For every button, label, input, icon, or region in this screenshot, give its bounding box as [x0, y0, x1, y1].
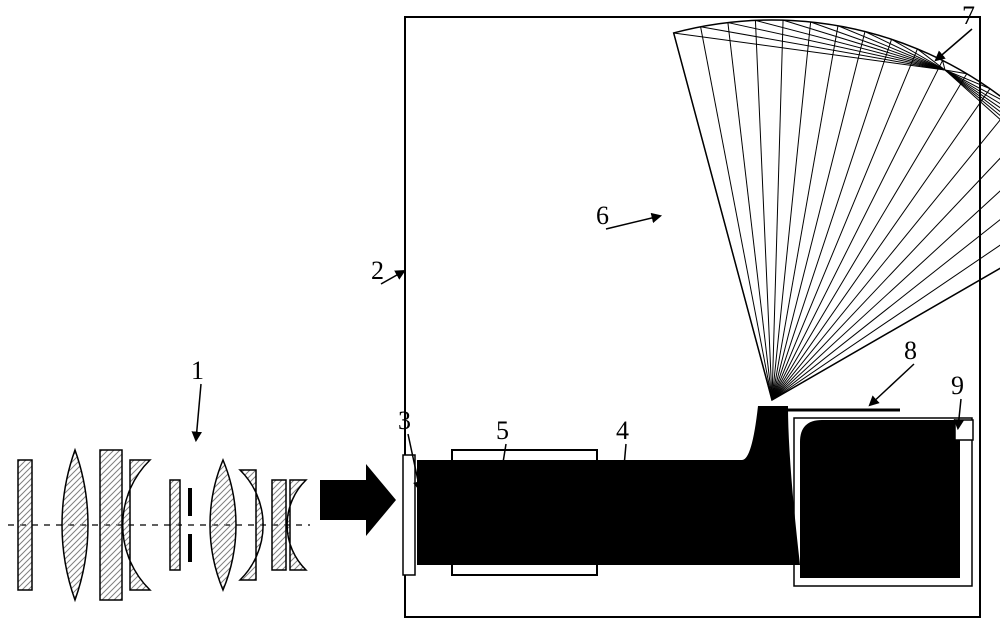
aperture-top	[188, 488, 192, 516]
callout-arrow-7	[936, 29, 972, 60]
callout-arrow-8	[870, 364, 914, 405]
fan-ray-out	[783, 20, 945, 70]
fan-ray	[772, 32, 865, 400]
fan-ray-out	[838, 26, 945, 70]
optic-element	[272, 480, 286, 570]
callout-arrow-2	[381, 271, 404, 284]
callout-label-2: 2	[371, 256, 384, 286]
fan-ray	[772, 143, 1000, 400]
diagram-canvas	[0, 0, 1000, 637]
beam-lower	[417, 406, 800, 565]
optic-element	[18, 460, 32, 590]
callout-arrow-6	[606, 216, 660, 229]
fan-ray	[772, 89, 990, 400]
callout-label-1: 1	[191, 356, 204, 386]
fan-ray	[772, 164, 1000, 400]
fan-ray-out	[811, 22, 945, 70]
port-9	[955, 420, 973, 440]
entry-port	[403, 455, 415, 575]
callout-arrow-1	[196, 384, 201, 440]
trap-block	[800, 420, 960, 578]
callout-label-8: 8	[904, 336, 917, 366]
callout-label-9: 9	[951, 371, 964, 401]
callout-label-3: 3	[398, 406, 411, 436]
fan-ray	[772, 49, 917, 400]
flow-arrow	[320, 464, 396, 536]
callout-label-4: 4	[616, 416, 629, 446]
fan-ray	[674, 33, 772, 400]
optic-element	[170, 480, 180, 570]
callout-label-7: 7	[962, 1, 975, 31]
callout-label-5: 5	[496, 416, 509, 446]
callout-label-6: 6	[596, 201, 609, 231]
aperture-bottom	[188, 534, 192, 562]
fan-ray	[701, 27, 772, 400]
fan-ray	[772, 105, 1000, 400]
fan-ray	[772, 210, 1000, 400]
fan-ray	[728, 23, 772, 400]
optic-element	[100, 450, 122, 600]
fan-ray	[755, 20, 772, 400]
fan-ray-out	[945, 70, 1000, 187]
